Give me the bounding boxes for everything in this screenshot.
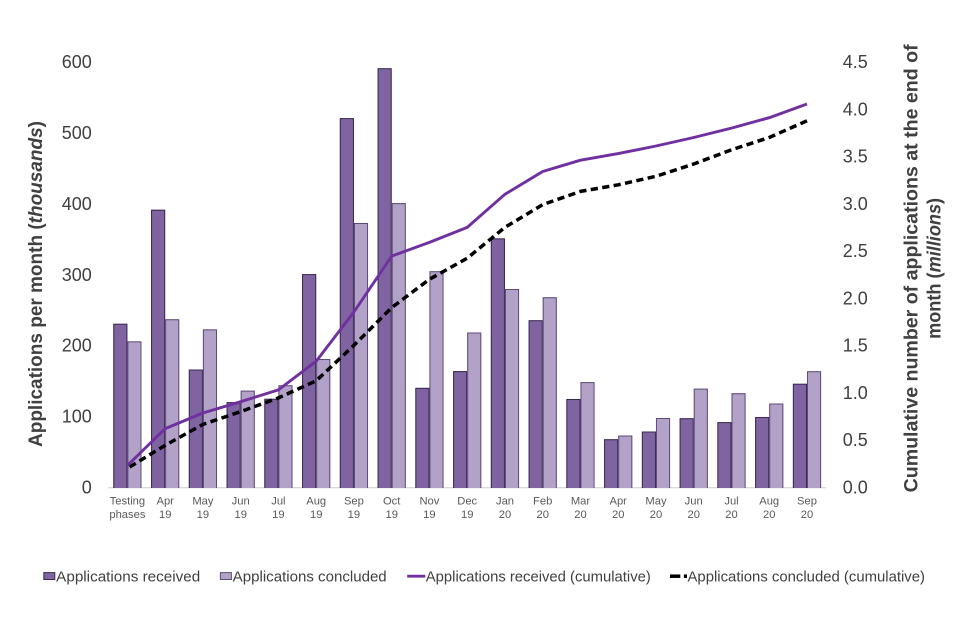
svg-text:month (millions): month (millions) bbox=[925, 198, 946, 339]
svg-text:19: 19 bbox=[272, 509, 284, 521]
svg-text:1.0: 1.0 bbox=[843, 383, 868, 403]
svg-text:500: 500 bbox=[62, 123, 92, 143]
svg-text:Applications concluded: Applications concluded bbox=[233, 568, 387, 585]
svg-text:19: 19 bbox=[348, 509, 360, 521]
svg-text:19: 19 bbox=[423, 509, 435, 521]
svg-text:400: 400 bbox=[62, 194, 92, 214]
svg-text:19: 19 bbox=[310, 509, 322, 521]
svg-text:phases: phases bbox=[109, 509, 145, 521]
svg-text:Jun: Jun bbox=[232, 496, 250, 508]
svg-text:Testing: Testing bbox=[110, 496, 145, 508]
svg-text:Feb: Feb bbox=[533, 496, 552, 508]
svg-text:Apr: Apr bbox=[156, 496, 174, 508]
svg-text:Mar: Mar bbox=[571, 496, 591, 508]
svg-text:20: 20 bbox=[574, 509, 586, 521]
svg-text:Jan: Jan bbox=[496, 496, 514, 508]
svg-text:20: 20 bbox=[612, 509, 624, 521]
svg-text:Jul: Jul bbox=[271, 496, 285, 508]
svg-text:2.5: 2.5 bbox=[843, 241, 868, 261]
svg-text:20: 20 bbox=[687, 509, 699, 521]
svg-text:Dec: Dec bbox=[457, 496, 477, 508]
svg-text:Jun: Jun bbox=[685, 496, 703, 508]
svg-text:100: 100 bbox=[62, 407, 92, 427]
svg-text:May: May bbox=[645, 496, 667, 508]
svg-text:19: 19 bbox=[461, 509, 473, 521]
svg-text:1.5: 1.5 bbox=[843, 336, 868, 356]
svg-text:Applications concluded (cumula: Applications concluded (cumulative) bbox=[688, 568, 926, 585]
svg-text:3.0: 3.0 bbox=[843, 194, 868, 214]
svg-text:20: 20 bbox=[650, 509, 662, 521]
svg-text:Apr: Apr bbox=[609, 496, 627, 508]
svg-text:Oct: Oct bbox=[383, 496, 401, 508]
svg-text:May: May bbox=[192, 496, 214, 508]
svg-text:0.0: 0.0 bbox=[843, 478, 868, 498]
svg-text:4.5: 4.5 bbox=[843, 52, 868, 72]
svg-text:Applications per month (thousa: Applications per month (thousands) bbox=[26, 121, 47, 447]
svg-text:3.5: 3.5 bbox=[843, 147, 868, 167]
svg-text:20: 20 bbox=[536, 509, 548, 521]
svg-text:20: 20 bbox=[763, 509, 775, 521]
svg-text:4.0: 4.0 bbox=[843, 100, 868, 120]
svg-text:19: 19 bbox=[385, 509, 397, 521]
svg-text:Applications received (cumulat: Applications received (cumulative) bbox=[426, 568, 651, 585]
svg-text:Sep: Sep bbox=[344, 496, 364, 508]
svg-text:20: 20 bbox=[725, 509, 737, 521]
svg-text:200: 200 bbox=[62, 336, 92, 356]
svg-text:Aug: Aug bbox=[306, 496, 326, 508]
svg-text:0.5: 0.5 bbox=[843, 430, 868, 450]
svg-text:Aug: Aug bbox=[759, 496, 779, 508]
svg-text:Applications received: Applications received bbox=[56, 568, 200, 585]
svg-text:Nov: Nov bbox=[419, 496, 439, 508]
svg-text:300: 300 bbox=[62, 265, 92, 285]
svg-text:0: 0 bbox=[82, 478, 92, 498]
svg-text:19: 19 bbox=[159, 509, 171, 521]
svg-text:19: 19 bbox=[197, 509, 209, 521]
svg-text:20: 20 bbox=[801, 509, 813, 521]
svg-text:2.0: 2.0 bbox=[843, 289, 868, 309]
svg-text:20: 20 bbox=[499, 509, 511, 521]
svg-text:19: 19 bbox=[234, 509, 246, 521]
svg-text:Cumulative number of applicati: Cumulative number of applications at the… bbox=[902, 44, 923, 493]
svg-text:Sep: Sep bbox=[797, 496, 817, 508]
svg-text:Jul: Jul bbox=[724, 496, 738, 508]
svg-text:600: 600 bbox=[62, 52, 92, 72]
